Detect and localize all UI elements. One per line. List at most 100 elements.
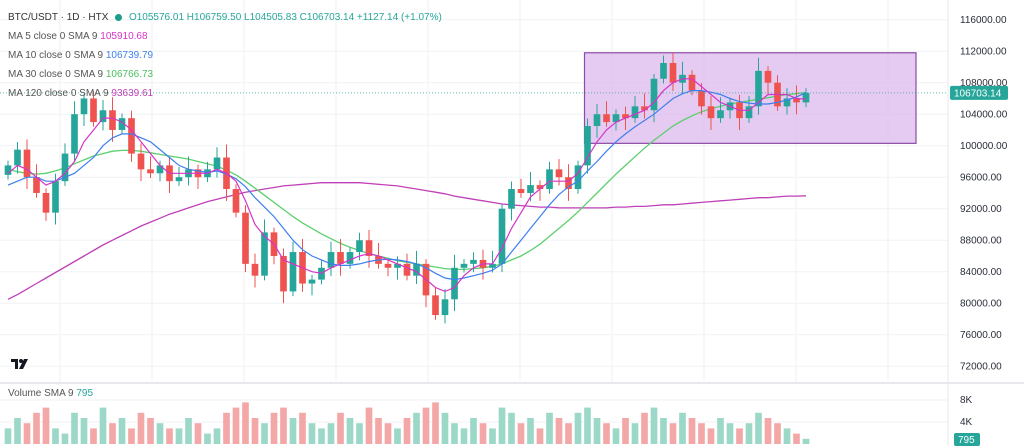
volume-bar (555, 418, 563, 444)
volume-bar (707, 428, 715, 444)
ma30-path (7, 91, 807, 271)
volume-bar (194, 423, 202, 444)
candle-body (460, 263, 468, 268)
last-price-marker: 106703.14 (0, 85, 1008, 100)
volume-bar (33, 412, 40, 444)
candle-body (574, 165, 582, 190)
volume-bar (413, 412, 420, 444)
volume-bar (508, 412, 515, 444)
volume-bar (470, 418, 477, 444)
volume-bar (717, 418, 724, 444)
candle-body (327, 252, 335, 268)
candle-body (641, 106, 648, 111)
volume-bar (688, 418, 696, 444)
candle-body (565, 177, 572, 190)
candle-body (156, 165, 164, 174)
chart-legend: BTC/USDT · 1D · HTX O105576.01 H106759.5… (8, 8, 442, 103)
volume-bar (536, 428, 544, 444)
volume-bar (223, 412, 230, 444)
volume-bar (327, 423, 335, 444)
volume-bar (755, 412, 762, 444)
candle-body (137, 153, 145, 170)
candle-body (470, 259, 477, 264)
candle-body (793, 98, 800, 103)
ma5-path (7, 78, 807, 293)
price-axis-panel[interactable] (948, 0, 1024, 446)
candle-body (546, 169, 553, 190)
candle-body (394, 263, 401, 268)
indicator-ma30[interactable]: MA 30 close 0 SMA 9 106766.73 (8, 65, 442, 84)
volume-bar (546, 412, 553, 444)
ma120-path (7, 182, 807, 300)
volume-bar (451, 423, 458, 444)
volume-bar (71, 412, 78, 444)
volume-bar (650, 407, 658, 444)
volume-bar (14, 418, 21, 444)
indicator-ma120[interactable]: MA 120 close 0 SMA 9 93639.61 (8, 84, 442, 103)
volume-bar (422, 407, 430, 444)
candle-body (14, 149, 21, 166)
volume-legend[interactable]: Volume SMA 9 795 (8, 388, 93, 399)
candle-body (612, 114, 620, 123)
candle-body (717, 110, 724, 119)
candle-body (280, 255, 287, 292)
volume-bar (698, 423, 705, 444)
volume-bar (52, 428, 59, 444)
volume-bar (403, 418, 411, 444)
volume-bar (584, 407, 591, 444)
candle-body (289, 252, 297, 292)
candle-body (745, 106, 753, 119)
candle-body (593, 114, 601, 127)
volume-bar (232, 407, 240, 444)
price-axis-label: 100000.00 (960, 141, 1008, 152)
candle-body (118, 118, 126, 130)
range-highlight-box[interactable] (583, 52, 917, 144)
volume-bar (175, 428, 183, 444)
volume-bars[interactable] (4, 402, 810, 444)
indicator-ma5[interactable]: MA 5 close 0 SMA 9 105910.68 (8, 27, 442, 46)
candle-body (4, 165, 12, 175)
price-axis[interactable]: 72000.00 76000.00 80000.00 84000.00 88000.00… (960, 15, 1008, 373)
candle-body (584, 126, 591, 166)
symbol-row: BTC/USDT · 1D · HTX O105576.01 H106759.5… (8, 8, 442, 27)
candle-body (175, 177, 183, 182)
volume-bar (565, 423, 572, 444)
indicator-ma10[interactable]: MA 10 close 0 SMA 9 106739.79 (8, 46, 442, 65)
volume-bar (61, 433, 69, 444)
volume-bar (270, 412, 278, 444)
volume-bar (118, 418, 126, 444)
candle-body (631, 106, 639, 119)
price-axis-label: 96000.00 (960, 173, 1002, 184)
volume-bar (574, 412, 582, 444)
indicator-value: 106766.73 (105, 69, 154, 80)
market-status-icon (115, 13, 123, 21)
candle-body (109, 110, 116, 130)
volume-bar (669, 423, 677, 444)
price-axis-label: 72000.00 (960, 362, 1002, 373)
ma120-line (7, 182, 807, 300)
volume-bar (280, 407, 287, 444)
volume-bar (593, 418, 601, 444)
volume-bar (356, 423, 363, 444)
volume-bar (612, 428, 620, 444)
candle-body (213, 157, 221, 170)
volume-bar (213, 428, 221, 444)
ma10-line (7, 89, 807, 281)
candle-body (71, 114, 78, 154)
volume-bar (631, 423, 639, 444)
symbol-title[interactable]: BTC/USDT · 1D · HTX (8, 12, 109, 23)
volume-bar (432, 402, 439, 444)
candle-body (261, 232, 268, 276)
volume-bar (498, 407, 506, 444)
candle-body (622, 114, 629, 119)
volume-bar (479, 423, 487, 444)
candle-body (23, 149, 31, 178)
volume-bar (384, 423, 392, 444)
tradingview-logo[interactable] (10, 357, 30, 371)
volume-bar (736, 428, 743, 444)
volume-bar (660, 418, 667, 444)
last-price-label: 106703.14 (954, 88, 1002, 99)
volume-bar (80, 418, 88, 444)
candle-body (707, 106, 715, 119)
